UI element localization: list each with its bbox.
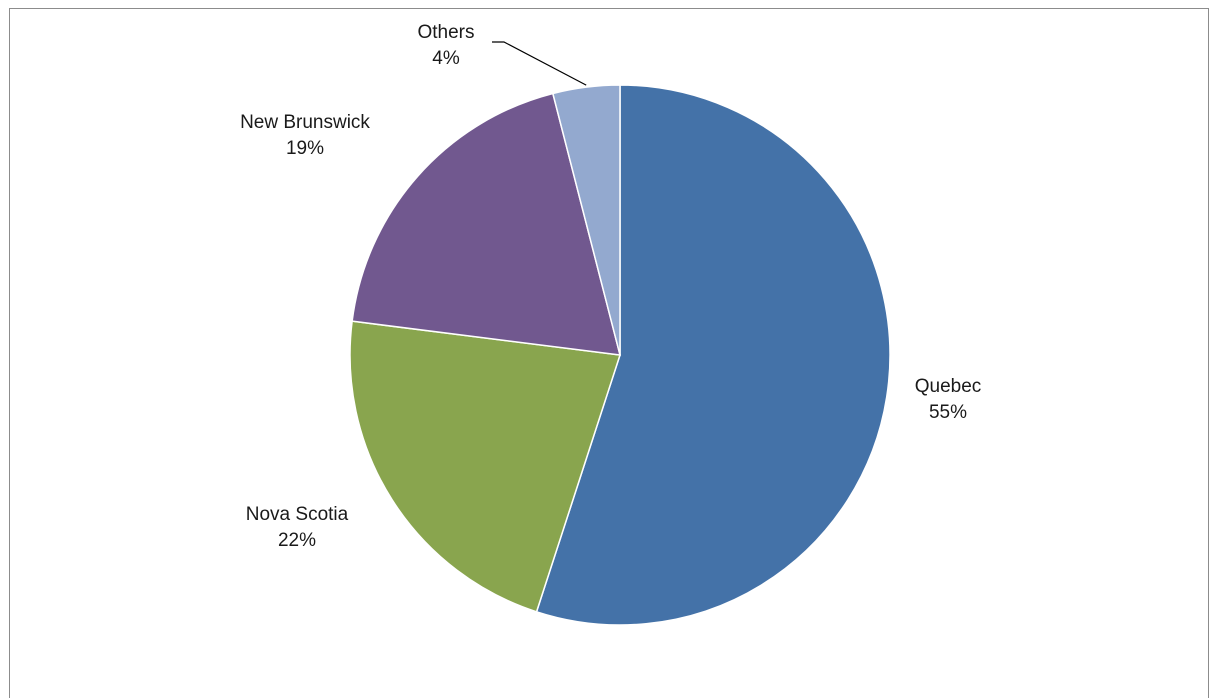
pie-slice-others bbox=[551, 84, 621, 356]
data-label-category: Nova Scotia bbox=[246, 504, 349, 525]
data-label-percent: 4% bbox=[432, 48, 460, 69]
data-label-quebec: Quebec 55% bbox=[915, 376, 982, 423]
data-label-nova-scotia: Nova Scotia 22% bbox=[246, 504, 349, 551]
data-labels: Quebec 55% Nova Scotia 22% New Brunswick 19% O… bbox=[240, 22, 981, 551]
pie-slices bbox=[349, 84, 891, 626]
data-label-percent: 19% bbox=[286, 138, 324, 159]
data-label-percent: 22% bbox=[278, 530, 316, 551]
data-label-others: Others 4% bbox=[417, 22, 474, 69]
leader-line-others bbox=[492, 41, 587, 86]
pie-slice-new-brunswick bbox=[351, 92, 622, 356]
pie-slice-quebec bbox=[535, 84, 891, 626]
data-label-new-brunswick: New Brunswick 19% bbox=[240, 112, 370, 159]
data-label-percent: 55% bbox=[929, 402, 967, 423]
leader-lines bbox=[492, 41, 587, 86]
data-label-category: Others bbox=[417, 22, 474, 43]
data-label-category: Quebec bbox=[915, 376, 982, 397]
data-label-category: New Brunswick bbox=[240, 112, 370, 133]
pie-slice-nova-scotia bbox=[349, 320, 621, 613]
